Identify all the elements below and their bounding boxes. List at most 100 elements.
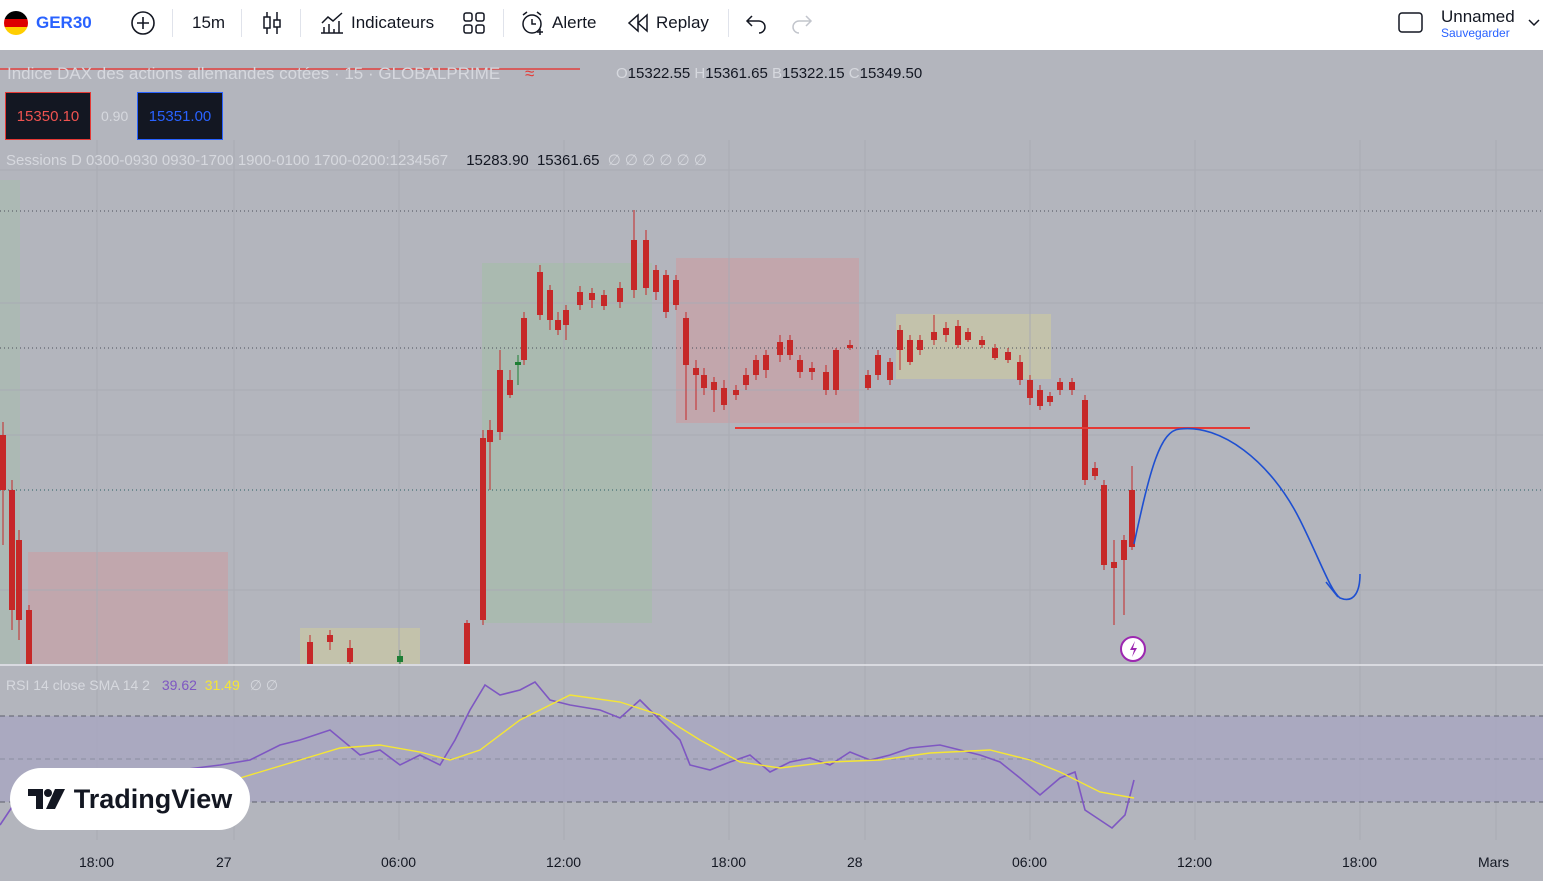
redo-button[interactable]: [791, 0, 813, 46]
candle-body: [955, 326, 961, 345]
candle-body: [875, 355, 881, 375]
candle-body: [865, 375, 871, 388]
buy-button[interactable]: 15351.00: [137, 92, 223, 140]
interval-button[interactable]: 15m: [192, 0, 225, 46]
compare-icon: ≈: [524, 64, 535, 83]
candle-body: [693, 368, 699, 375]
replay-label: Replay: [656, 13, 709, 32]
candle-body: [653, 270, 659, 292]
candle-body: [809, 368, 815, 372]
lightning-icon: [1130, 641, 1137, 657]
candle-body: [1121, 540, 1127, 560]
divider: [172, 9, 173, 37]
chart-canvas[interactable]: [0, 50, 1543, 881]
candle-body: [327, 635, 333, 642]
chart-type-button[interactable]: [260, 0, 284, 46]
time-axis-label: 06:00: [1012, 854, 1048, 870]
layout-toggle-button[interactable]: [1398, 0, 1424, 46]
spread-value: 0.90: [101, 108, 129, 124]
save-label: Sauvegarder: [1441, 26, 1510, 40]
top-toolbar: GER30 15m Indicateurs Alerte Replay Unna…: [0, 0, 1543, 46]
candle-body: [1092, 468, 1098, 476]
sell-button[interactable]: 15350.10: [5, 92, 91, 140]
candle-body: [547, 290, 553, 320]
candle-body: [847, 345, 853, 348]
candle-body: [16, 540, 22, 620]
candle-body: [577, 292, 583, 305]
candle-body: [1111, 562, 1117, 568]
candle-body: [979, 340, 985, 345]
candle-body: [515, 362, 521, 365]
candle-body: [753, 360, 759, 375]
time-axis-label: 28: [847, 854, 863, 870]
time-axis-label: 18:00: [1342, 854, 1378, 870]
tradingview-logo[interactable]: TradingView: [10, 768, 250, 830]
h-label: H: [694, 65, 706, 82]
candle-body: [643, 240, 649, 288]
candle-body: [833, 350, 839, 390]
divider: [503, 9, 504, 37]
candle-body: [1069, 382, 1075, 390]
rsi-legend[interactable]: RSI 14 close SMA 14 2 39.62 31.49 ∅ ∅: [6, 677, 278, 694]
candle-body: [733, 390, 739, 395]
candle-body: [563, 310, 569, 325]
add-symbol-button[interactable]: [130, 0, 156, 46]
layout-name: Unnamed: [1441, 7, 1515, 26]
indicators-label: Indicateurs: [351, 13, 435, 32]
rsi-empty-values: ∅ ∅: [249, 677, 279, 693]
candles-layer: [0, 210, 1135, 664]
projection-curve[interactable]: [1133, 427, 1361, 601]
b-value: 15322.15: [782, 65, 845, 82]
rsi-band: [0, 716, 1543, 802]
square-icon: [1398, 12, 1423, 33]
candle-body: [992, 348, 998, 358]
divider: [241, 9, 242, 37]
rsi-label: RSI 14 close SMA 14 2: [6, 677, 150, 693]
candle-body: [907, 340, 913, 362]
candle-body: [931, 332, 937, 340]
candle-body: [347, 648, 353, 662]
layouts-button[interactable]: [462, 0, 486, 46]
alert-label: Alerte: [552, 13, 597, 32]
candle-body: [701, 375, 707, 388]
o-label: O: [616, 65, 628, 82]
candle-body: [631, 240, 637, 290]
session-box: [676, 258, 859, 423]
candle-body: [397, 656, 403, 662]
candle-body: [787, 340, 793, 355]
instrument-title: Indice DAX des actions allemandes cotées…: [7, 64, 501, 83]
candle-body: [555, 320, 561, 330]
chart-legend[interactable]: Indice DAX des actions allemandes cotées…: [7, 64, 534, 84]
indicators-button[interactable]: Indicateurs: [319, 0, 434, 46]
alert-button[interactable]: Alerte: [520, 0, 596, 46]
projection-curve[interactable]: [1325, 581, 1339, 598]
b-label: B: [772, 65, 783, 82]
time-axis-label: 27: [216, 854, 232, 870]
indicators-icon: [321, 12, 343, 34]
symbol-search[interactable]: GER30: [4, 0, 92, 46]
candle-body: [497, 370, 503, 432]
candle-body: [487, 430, 493, 442]
candle-body: [537, 272, 543, 315]
replay-icon: [627, 13, 648, 33]
layout-menu-button[interactable]: [1528, 0, 1540, 46]
tradingview-logo-icon: [27, 789, 65, 809]
chart-area[interactable]: Indice DAX des actions allemandes cotées…: [0, 50, 1543, 881]
h-value: 15361.65: [705, 65, 768, 82]
candle-body: [797, 360, 803, 372]
divider: [728, 9, 729, 37]
brand-name: TradingView: [73, 783, 233, 814]
candle-body: [1037, 390, 1043, 406]
candle-body: [943, 328, 949, 335]
session-box: [28, 552, 228, 664]
sessions-empty-values: ∅ ∅ ∅ ∅ ∅ ∅: [607, 152, 707, 169]
candle-body: [589, 293, 595, 300]
candle-body: [777, 342, 783, 355]
o-value: 15322.55: [627, 65, 691, 82]
sessions-value-2: 15361.65: [536, 152, 600, 169]
layout-name-block[interactable]: Unnamed Sauvegarder: [1441, 7, 1521, 40]
candle-body: [721, 388, 727, 405]
undo-button[interactable]: [745, 0, 767, 46]
replay-button[interactable]: Replay: [626, 0, 709, 46]
sessions-legend[interactable]: Sessions D 0300-0930 0930-1700 1900-0100…: [6, 151, 707, 169]
